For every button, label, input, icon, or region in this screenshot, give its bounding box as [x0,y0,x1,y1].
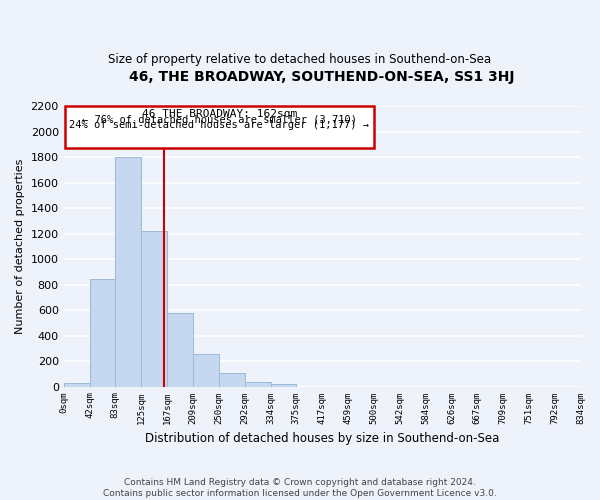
Bar [218,372,245,386]
FancyBboxPatch shape [65,106,374,148]
X-axis label: Distribution of detached houses by size in Southend-on-Sea: Distribution of detached houses by size … [145,432,499,445]
Bar [193,354,218,386]
Bar [245,382,271,386]
Text: Size of property relative to detached houses in Southend-on-Sea: Size of property relative to detached ho… [109,52,491,66]
Bar [115,157,141,386]
Text: ← 76% of detached houses are smaller (3,710): ← 76% of detached houses are smaller (3,… [82,115,357,125]
Bar [89,280,115,386]
Bar [271,384,296,386]
Y-axis label: Number of detached properties: Number of detached properties [15,158,25,334]
Text: 46 THE BROADWAY: 162sqm: 46 THE BROADWAY: 162sqm [142,109,297,119]
Bar [167,312,193,386]
Title: 46, THE BROADWAY, SOUTHEND-ON-SEA, SS1 3HJ: 46, THE BROADWAY, SOUTHEND-ON-SEA, SS1 3… [130,70,515,84]
Bar [141,231,167,386]
Bar [64,384,89,386]
Text: Contains HM Land Registry data © Crown copyright and database right 2024.
Contai: Contains HM Land Registry data © Crown c… [103,478,497,498]
Text: 24% of semi-detached houses are larger (1,177) →: 24% of semi-detached houses are larger (… [69,120,369,130]
